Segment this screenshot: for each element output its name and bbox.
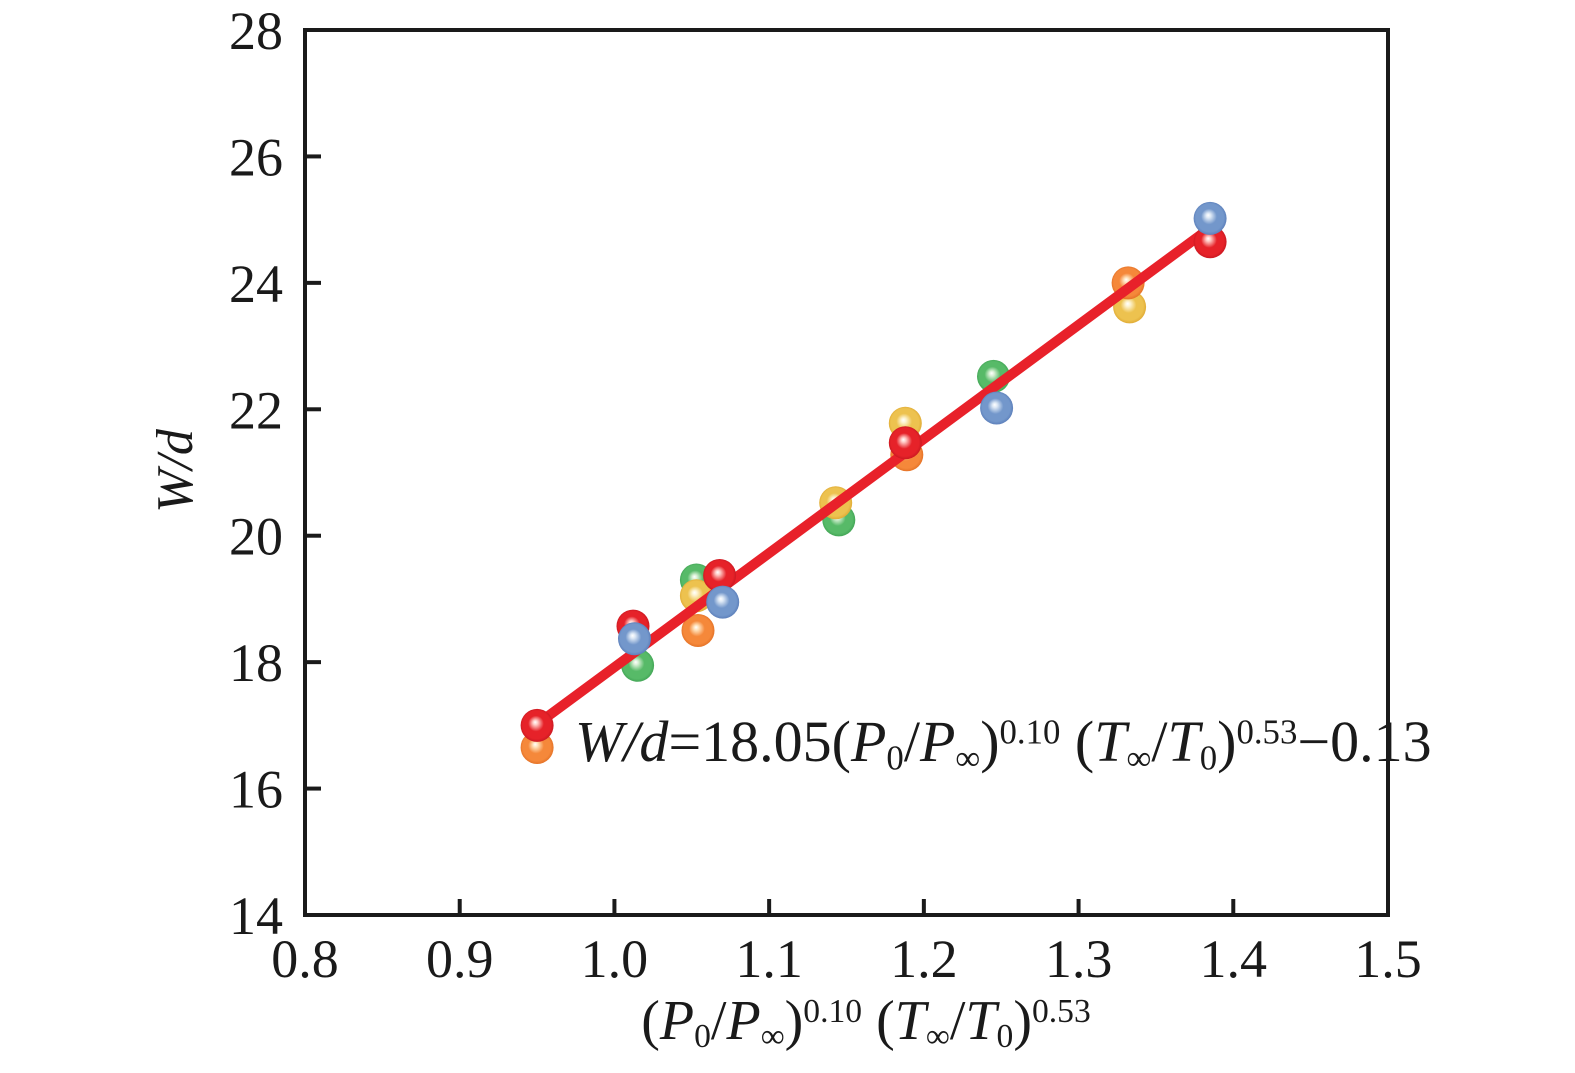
formula-token: 0.53 bbox=[1032, 993, 1091, 1031]
formula-token: W/d bbox=[147, 429, 204, 513]
x-tick-label: 1.2 bbox=[890, 929, 958, 989]
y-tick-label: 22 bbox=[229, 380, 283, 440]
x-tick-label: 1.4 bbox=[1200, 929, 1268, 989]
formula-token: T bbox=[1094, 709, 1127, 774]
formula-token: ) bbox=[1013, 990, 1032, 1052]
y-tick-label: 28 bbox=[229, 1, 283, 61]
data-point-blue bbox=[980, 391, 1014, 425]
y-axis-title: W/d bbox=[147, 429, 204, 513]
data-point-red bbox=[888, 426, 922, 460]
formula-token: P bbox=[850, 709, 887, 774]
data-point-orange bbox=[681, 614, 715, 647]
formula-token: / bbox=[1151, 709, 1168, 774]
y-tick-label: 16 bbox=[229, 760, 283, 820]
formula-token: ) bbox=[784, 990, 804, 1052]
x-tick-label: 1.3 bbox=[1045, 929, 1113, 989]
formula-token: T bbox=[965, 990, 997, 1052]
formula-token: 0.53 bbox=[1236, 712, 1298, 752]
formula-token: T bbox=[894, 990, 926, 1052]
formula-token: / bbox=[949, 990, 966, 1052]
formula-token: W/d bbox=[575, 709, 669, 774]
formula-token: P bbox=[659, 990, 695, 1052]
x-tick-label: 1.0 bbox=[581, 929, 649, 989]
formula-token: 0.10 bbox=[999, 712, 1061, 752]
y-tick-label: 14 bbox=[229, 886, 283, 946]
formula-token: −0.13 bbox=[1297, 709, 1432, 774]
x-axis-title: (P0/P∞)0.10 (T∞/T0)0.53 bbox=[641, 993, 1091, 1054]
tick-labels: 0.8 0.9 1.0 1.1 1.2 1.3 1.4 1.5 14 16 18 20 22 24 26 28 bbox=[229, 1, 1422, 989]
y-tick-label: 24 bbox=[229, 254, 283, 314]
y-tick-label: 26 bbox=[229, 127, 283, 187]
formula-token: ∞ bbox=[955, 738, 981, 778]
formula-token: ∞ bbox=[1126, 738, 1152, 778]
data-point-blue bbox=[1193, 201, 1227, 235]
fit-equation-annotation: W/d=18.05(P0/P∞)0.10 (T∞/T0)0.53−0.13 bbox=[575, 713, 1432, 776]
formula-token: P bbox=[726, 990, 761, 1052]
formula-token: =18.05( bbox=[668, 709, 851, 774]
x-tick-label: 1.1 bbox=[735, 929, 803, 989]
y-tick-label: 20 bbox=[229, 507, 283, 567]
y-tick-label: 18 bbox=[229, 633, 283, 693]
formula-token: ∞ bbox=[925, 1018, 950, 1056]
tick-marks bbox=[305, 154, 1236, 915]
formula-token: T bbox=[1167, 709, 1200, 774]
x-tick-label: 0.9 bbox=[426, 929, 494, 989]
plot-frame bbox=[303, 28, 1390, 917]
formula-token: ( bbox=[862, 990, 895, 1052]
formula-token: / bbox=[903, 709, 920, 774]
data-point-red bbox=[1193, 225, 1227, 259]
data-points-front bbox=[520, 201, 1227, 742]
formula-token: P bbox=[919, 709, 956, 774]
formula-token: ( bbox=[641, 990, 660, 1052]
formula-token: 0 bbox=[1199, 738, 1218, 778]
x-tick-label: 0.8 bbox=[271, 929, 339, 989]
formula-token: ∞ bbox=[760, 1018, 785, 1056]
formula-token: ) bbox=[980, 709, 1000, 774]
formula-token: / bbox=[710, 990, 727, 1052]
data-point-red bbox=[703, 559, 737, 592]
formula-token: 0 bbox=[694, 1018, 711, 1056]
formula-token: ( bbox=[1060, 709, 1095, 774]
formula-token: 0 bbox=[886, 738, 904, 778]
data-point-blue bbox=[618, 622, 651, 656]
x-tick-label: 1.5 bbox=[1354, 929, 1422, 989]
data-point-blue bbox=[706, 585, 740, 619]
formula-token: 0 bbox=[996, 1018, 1014, 1056]
data-point-red bbox=[520, 708, 554, 742]
formula-token: 0.10 bbox=[803, 993, 863, 1031]
formula-token: ) bbox=[1217, 709, 1237, 774]
